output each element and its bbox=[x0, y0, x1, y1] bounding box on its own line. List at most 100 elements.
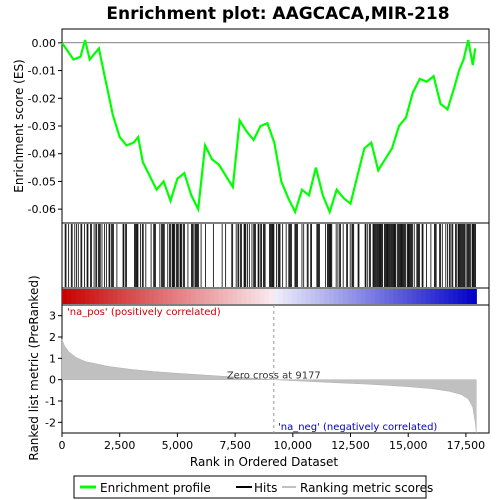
rank-color-segment bbox=[255, 289, 260, 304]
rank-color-segment bbox=[449, 289, 454, 304]
rank-color-segment bbox=[472, 289, 477, 304]
rank-color-segment bbox=[80, 289, 85, 304]
rank-color-segment bbox=[172, 289, 177, 304]
rank-color-segment bbox=[426, 289, 431, 304]
rank-color-segment bbox=[85, 289, 90, 304]
enrichment-y-tick-label: -0.04 bbox=[28, 148, 56, 161]
enrichment-y-tick-label: -0.06 bbox=[28, 203, 56, 216]
rank-color-bar bbox=[62, 289, 477, 304]
x-tick-label: 10,000 bbox=[274, 439, 313, 452]
rank-color-segment bbox=[108, 289, 113, 304]
rank-color-segment bbox=[324, 289, 329, 304]
rank-color-segment bbox=[462, 289, 467, 304]
ranked-metric-y-tick-label: 2 bbox=[49, 331, 56, 344]
rank-color-segment bbox=[288, 289, 293, 304]
rank-color-segment bbox=[265, 289, 270, 304]
rank-color-segment bbox=[283, 289, 288, 304]
rank-color-segment bbox=[191, 289, 196, 304]
rank-color-segment bbox=[430, 289, 435, 304]
hits-panel bbox=[62, 223, 489, 305]
x-axis-ticks: 0 2,500 5,000 7,500 10,000 12,500 15,000 17,500 bbox=[59, 433, 486, 452]
rank-color-segment bbox=[384, 289, 389, 304]
rank-color-segment bbox=[62, 289, 67, 304]
enrichment-panel: 0.00 -0.01 -0.02 -0.03 -0.04 -0.05 -0.06 Enric… bbox=[12, 29, 489, 223]
rank-color-segment bbox=[393, 289, 398, 304]
rank-color-segment bbox=[301, 289, 306, 304]
ranked-metric-y-tick-label: -2 bbox=[45, 416, 56, 429]
chart-title: Enrichment plot: AAGCACA,MIR-218 bbox=[106, 4, 449, 24]
legend-label-enrichment: Enrichment profile bbox=[100, 481, 211, 495]
enrichment-y-tick-label: -0.01 bbox=[28, 65, 56, 78]
rank-color-segment bbox=[435, 289, 440, 304]
enrichment-y-axis-label: Enrichment score (ES) bbox=[12, 59, 26, 192]
rank-color-segment bbox=[76, 289, 81, 304]
rank-color-segment bbox=[292, 289, 297, 304]
rank-color-segment bbox=[366, 289, 371, 304]
rank-color-segment bbox=[412, 289, 417, 304]
rank-color-segment bbox=[90, 289, 95, 304]
rank-color-segment bbox=[103, 289, 108, 304]
rank-color-segment bbox=[467, 289, 472, 304]
rank-color-segment bbox=[205, 289, 210, 304]
rank-color-segment bbox=[380, 289, 385, 304]
x-tick-label: 0 bbox=[59, 439, 66, 452]
hit-lines bbox=[65, 224, 475, 287]
enrichment-y-tick-label: -0.05 bbox=[28, 175, 56, 188]
rank-color-segment bbox=[99, 289, 104, 304]
rank-color-segment bbox=[403, 289, 408, 304]
rank-color-segment bbox=[398, 289, 403, 304]
rank-color-segment bbox=[168, 289, 173, 304]
rank-color-segment bbox=[71, 289, 76, 304]
rank-color-segment bbox=[439, 289, 444, 304]
enrichment-y-ticks: 0.00-0.01-0.02-0.03-0.04-0.05-0.06 bbox=[28, 37, 62, 216]
zero-cross-label: Zero cross at 9177 bbox=[227, 371, 321, 382]
rank-color-segment bbox=[67, 289, 72, 304]
x-tick-label: 2,500 bbox=[104, 439, 136, 452]
rank-color-segment bbox=[278, 289, 283, 304]
ranked-metric-y-tick-label: 1 bbox=[49, 352, 56, 365]
rank-color-segment bbox=[453, 289, 458, 304]
rank-color-segment bbox=[315, 289, 320, 304]
rank-color-segment bbox=[274, 289, 279, 304]
legend-label-metric: Ranking metric scores bbox=[300, 481, 433, 495]
x-tick-label: 12,500 bbox=[331, 439, 370, 452]
ranked-metric-y-tick-label: 3 bbox=[49, 310, 56, 323]
rank-color-segment bbox=[343, 289, 348, 304]
rank-color-segment bbox=[242, 289, 247, 304]
rank-color-segment bbox=[357, 289, 362, 304]
rank-color-segment bbox=[145, 289, 150, 304]
rank-color-segment bbox=[416, 289, 421, 304]
rank-color-segment bbox=[154, 289, 159, 304]
rank-color-segment bbox=[444, 289, 449, 304]
rank-color-segment bbox=[200, 289, 205, 304]
rank-color-segment bbox=[195, 289, 200, 304]
rank-color-segment bbox=[389, 289, 394, 304]
negative-correlation-label: 'na_neg' (negatively correlated) bbox=[278, 422, 437, 433]
rank-color-segment bbox=[352, 289, 357, 304]
rank-color-segment bbox=[136, 289, 141, 304]
ranked-metric-y-tick-label: -1 bbox=[45, 395, 56, 408]
x-tick-label: 17,500 bbox=[447, 439, 486, 452]
rank-color-segment bbox=[297, 289, 302, 304]
x-tick-label: 7,500 bbox=[219, 439, 251, 452]
rank-color-segment bbox=[311, 289, 316, 304]
rank-color-segment bbox=[232, 289, 237, 304]
rank-color-segment bbox=[140, 289, 145, 304]
rank-color-segment bbox=[131, 289, 136, 304]
enrichment-y-tick-label: -0.02 bbox=[28, 92, 56, 105]
rank-color-segment bbox=[223, 289, 228, 304]
rank-color-segment bbox=[117, 289, 122, 304]
rank-color-segment bbox=[246, 289, 251, 304]
rank-color-segment bbox=[186, 289, 191, 304]
legend: Enrichment profile Hits Ranking metric s… bbox=[74, 476, 433, 498]
enrichment-y-tick-label: 0.00 bbox=[32, 37, 57, 50]
ranked-metric-y-tick-label: 0 bbox=[49, 374, 56, 387]
rank-color-segment bbox=[329, 289, 334, 304]
rank-color-segment bbox=[214, 289, 219, 304]
rank-color-segment bbox=[126, 289, 131, 304]
legend-label-hits: Hits bbox=[254, 481, 277, 495]
rank-color-segment bbox=[182, 289, 187, 304]
rank-color-segment bbox=[163, 289, 168, 304]
rank-color-segment bbox=[159, 289, 164, 304]
